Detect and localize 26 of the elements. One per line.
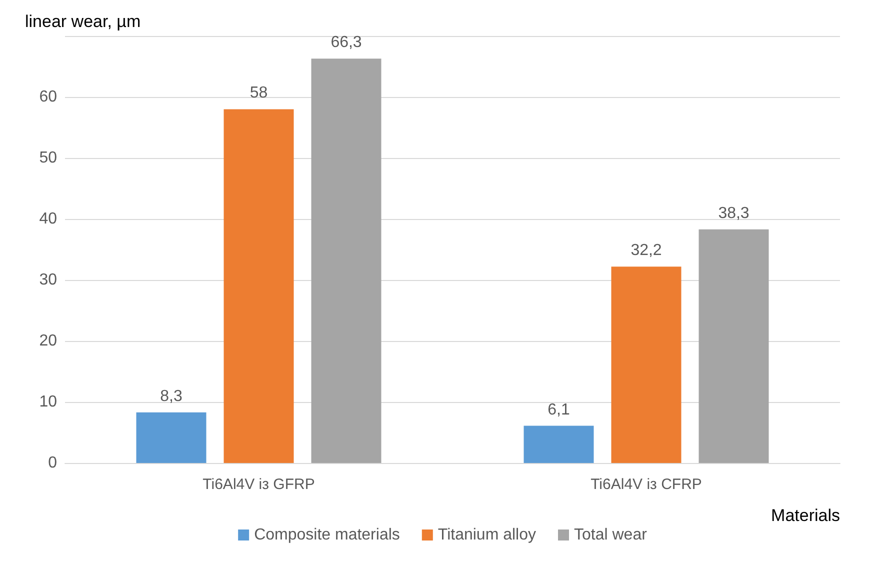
bar [136,412,206,463]
bar [698,229,769,463]
data-label: 38,3 [718,204,750,222]
x-tick-label: Ti6Al4V із GFRP [202,476,315,493]
y-tick-label: 30 [39,272,58,288]
legend-label: Total wear [574,526,648,544]
y-axis-title: linear wear, µm [25,12,141,31]
y-tick-label: 60 [39,88,58,106]
data-label: 32,2 [630,242,662,260]
y-tick-label: 20 [39,332,58,350]
data-label: 58 [250,84,268,102]
bar [224,109,294,463]
bar [311,58,382,463]
data-label: 8,3 [160,388,182,405]
y-tick-label: 0 [48,454,58,472]
y-tick-label: 50 [39,150,58,166]
y-tick-label: 40 [39,210,58,228]
x-tick-label: Ti6Al4V із CFRP [590,476,702,493]
data-label: 66,3 [330,34,362,52]
legend-label: Titanium alloy [438,526,536,544]
legend-label: Composite materials [254,526,400,544]
x-axis-title: Materials [771,506,840,525]
y-tick-label: 10 [39,394,58,410]
data-label: 6,1 [548,401,570,418]
bar [524,426,594,463]
bar [611,266,682,463]
